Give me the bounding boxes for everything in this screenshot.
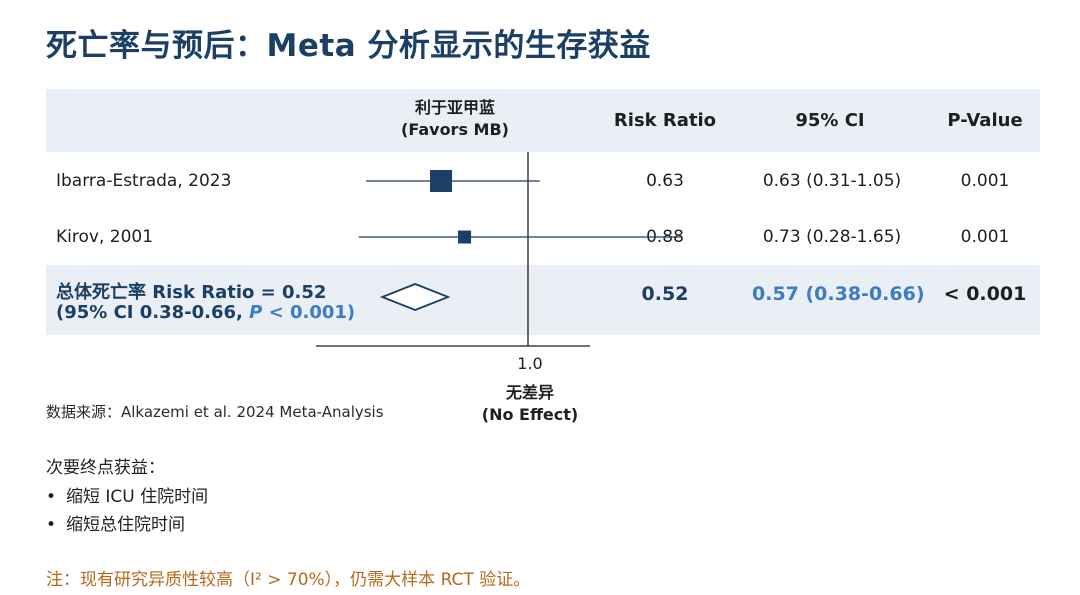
study-ci: 0.73 (0.28-1.65): [762, 227, 902, 247]
favors-mb-header-line1: 利于亚甲蓝: [414, 98, 495, 117]
list-item-text: 缩短总住院时间: [66, 515, 185, 535]
study-p-value: 0.001: [960, 171, 1010, 191]
summary-p-value: < 0.001: [943, 283, 1027, 305]
summary-ci: 0.57 (0.38-0.66): [752, 283, 925, 305]
page-title: 死亡率与预后：Meta 分析显示的生存获益: [46, 28, 651, 64]
summary-band: [46, 265, 1040, 335]
list-item-text: 缩短 ICU 住院时间: [66, 487, 209, 507]
study-name: Kirov, 2001: [56, 227, 154, 247]
footnote: 注：现有研究异质性较高（I² > 70%），仍需大样本 RCT 验证。: [46, 570, 531, 590]
list-item: • 缩短 ICU 住院时间: [46, 482, 208, 507]
summary-p-value-text: < 0.001): [262, 302, 356, 323]
summary-ci-label: (95% CI 0.38-0.66, P < 0.001): [56, 302, 355, 323]
study-name: Ibarra-Estrada, 2023: [56, 171, 232, 191]
x-axis-tick-label: 1.0: [517, 354, 543, 373]
study-ci: 0.63 (0.31-1.05): [762, 171, 902, 191]
summary-risk-ratio: 0.52: [641, 283, 689, 305]
pooled-estimate-diamond: [379, 283, 451, 311]
secondary-endpoints-heading: 次要终点获益：: [46, 458, 165, 478]
p-value-header: P-Value: [947, 110, 1023, 131]
summary-ci-prefix: (95% CI 0.38-0.66,: [56, 302, 250, 323]
table-header-band: [46, 89, 1040, 152]
study-risk-ratio: 0.63: [646, 171, 684, 191]
data-source: 数据来源：Alkazemi et al. 2024 Meta-Analysis: [46, 403, 384, 421]
point-estimate-square: [430, 170, 453, 192]
favors-mb-header: 利于亚甲蓝 (Favors MB): [380, 97, 530, 141]
no-effect-label-line2: (No Effect): [481, 405, 579, 424]
favors-mb-header-line2: (Favors MB): [401, 120, 509, 139]
risk-ratio-header: Risk Ratio: [613, 110, 717, 131]
no-effect-label-line1: 无差异: [505, 383, 554, 402]
ci-header: 95% CI: [795, 110, 865, 131]
study-p-value: 0.001: [960, 227, 1010, 247]
list-item: • 缩短总住院时间: [46, 510, 185, 535]
no-effect-label: 无差异 (No Effect): [460, 382, 600, 426]
summary-p-symbol: P: [249, 302, 263, 323]
summary-label: 总体死亡率 Risk Ratio = 0.52: [56, 282, 327, 303]
point-estimate-square: [458, 230, 472, 244]
bullet-icon: •: [46, 487, 57, 507]
bullet-icon: •: [46, 515, 57, 535]
